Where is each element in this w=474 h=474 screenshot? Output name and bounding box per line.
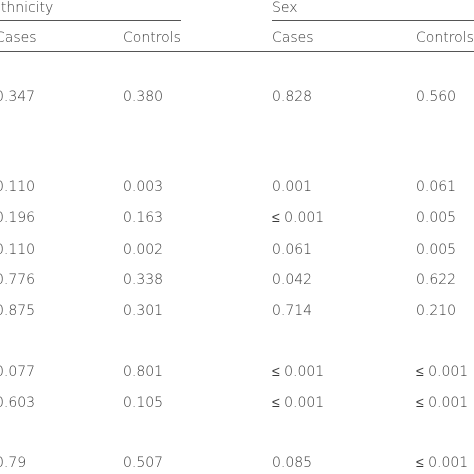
- group-header: Ethnicity: [0, 0, 54, 16]
- cell: 0.163: [123, 210, 164, 226]
- cell: ≤ 0.001: [416, 395, 469, 411]
- cell: 0.061: [416, 179, 457, 195]
- cell: 0.085: [272, 455, 313, 471]
- cell: 0.380: [123, 89, 164, 105]
- cell: 0.002: [123, 242, 164, 258]
- group-header: Sex: [272, 0, 298, 16]
- column-header: Cases: [0, 30, 37, 46]
- cell: 0.001: [272, 179, 313, 195]
- cell: 0.776: [0, 272, 36, 288]
- column-header: Controls: [416, 30, 474, 46]
- cell: 0.801: [123, 364, 164, 380]
- cell: ≤ 0.001: [416, 364, 469, 380]
- cell: 0.110: [0, 179, 36, 195]
- group-rule: [272, 20, 474, 21]
- cell: 0.79: [0, 455, 27, 471]
- cell: 0.875: [0, 303, 36, 319]
- cell: 0.005: [416, 210, 457, 226]
- cell: 0.338: [123, 272, 164, 288]
- cell: 0.105: [123, 395, 164, 411]
- cell: 0.077: [0, 364, 36, 380]
- cell: 0.003: [123, 179, 164, 195]
- cell: 0.507: [123, 455, 164, 471]
- cell: ≤ 0.001: [272, 395, 325, 411]
- group-rule: [0, 20, 181, 21]
- cell: 0.828: [272, 89, 313, 105]
- cell: 0.061: [272, 242, 313, 258]
- cell: 0.714: [272, 303, 313, 319]
- header-rule: [0, 51, 474, 52]
- column-header: Controls: [123, 30, 181, 46]
- cell: 0.210: [416, 303, 457, 319]
- cell: 0.042: [272, 272, 313, 288]
- cell: 0.005: [416, 242, 457, 258]
- cell: 0.622: [416, 272, 457, 288]
- cell: ≤ 0.001: [272, 210, 325, 226]
- cell: ≤ 0.001: [272, 364, 325, 380]
- cell: 0.301: [123, 303, 164, 319]
- cell: 0.560: [416, 89, 457, 105]
- cell: ≤ 0.001: [416, 455, 469, 471]
- column-header: Cases: [272, 30, 314, 46]
- cell: 0.110: [0, 242, 36, 258]
- cell: 0.196: [0, 210, 36, 226]
- cell: 0.603: [0, 395, 36, 411]
- cell: 0.347: [0, 89, 36, 105]
